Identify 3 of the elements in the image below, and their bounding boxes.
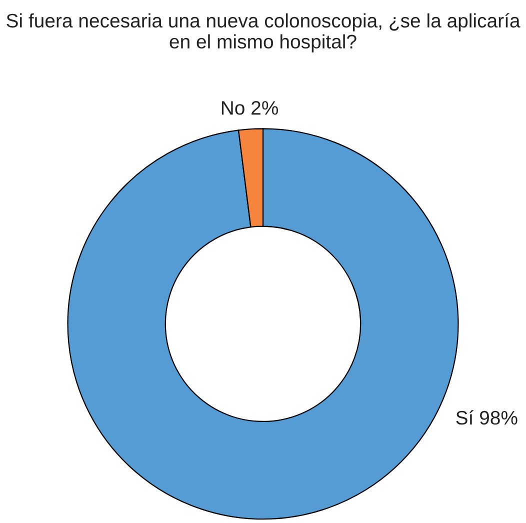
- slice-label: Sí 98%: [456, 410, 518, 425]
- slice-label: No 2%: [222, 101, 278, 115]
- chart-title: Si fuera necesaria una nueva colonoscopia, ¿se la aplicaría en el mismo hospital?: [6, 13, 520, 52]
